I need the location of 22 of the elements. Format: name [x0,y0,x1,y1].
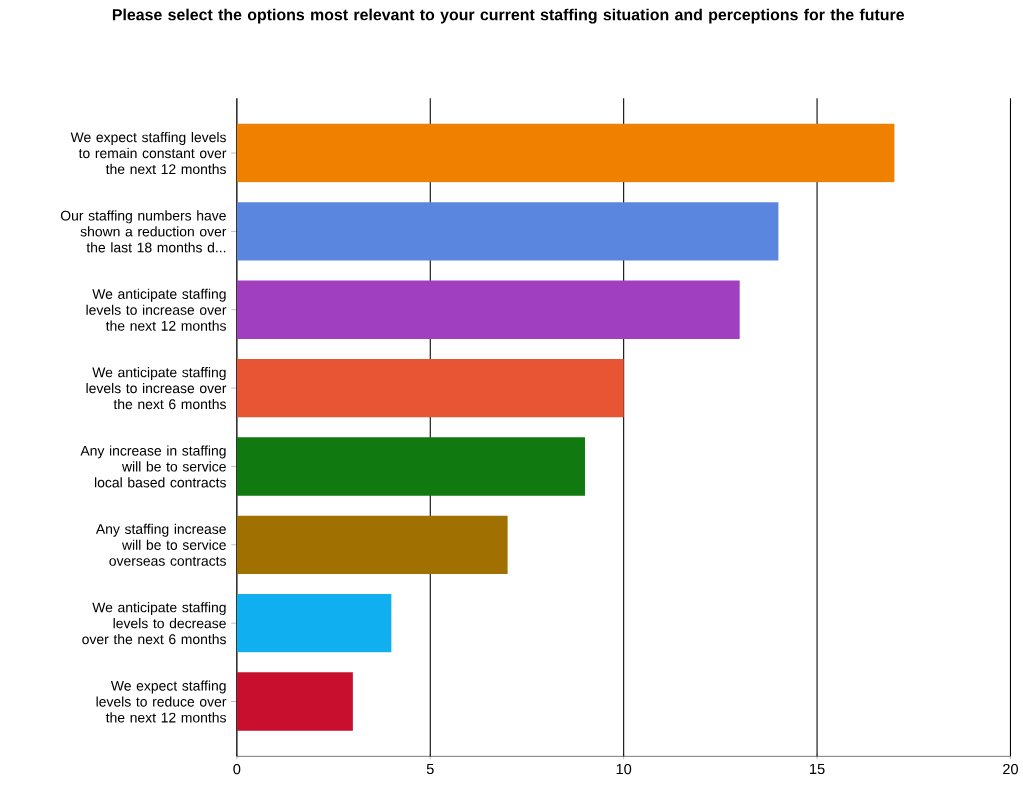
chart-title: Please select the options most relevant to your current staffing situation and perceptions for the future [112,8,905,24]
bar [236,672,353,731]
bar [236,437,585,496]
y-tick-label: Any increase in staffing will be to service local based contracts [80,445,226,488]
bar [236,358,624,418]
bar [236,280,740,339]
bar [236,202,779,261]
x-tick-label: 10 [616,763,632,775]
y-tick-label: We anticipate staffing levels to decrease over the next 6 months [82,602,226,645]
bar [236,123,895,183]
bar [236,594,392,653]
x-tick-label: 5 [426,763,434,775]
x-tick-label: 20 [1003,763,1018,775]
y-tick-label: We anticipate staffing levels to increase over the next 6 months [86,367,227,410]
y-tick-label: We expect staffing levels to reduce over the next 12 months [96,680,227,723]
y-tick-label: Our staffing numbers have shown a reduction over the last 18 months d... [60,210,227,253]
x-tick-label: 0 [233,763,241,775]
x-tick-label: 15 [810,763,825,775]
y-tick-label: Any staffing increase will be to service overseas contracts [95,523,226,566]
y-tick-label: We expect staffing levels to remain constant over the next 12 months [70,132,227,175]
bar [236,515,508,575]
y-tick-label: We anticipate staffing levels to increase over the next 12 months [86,288,227,331]
